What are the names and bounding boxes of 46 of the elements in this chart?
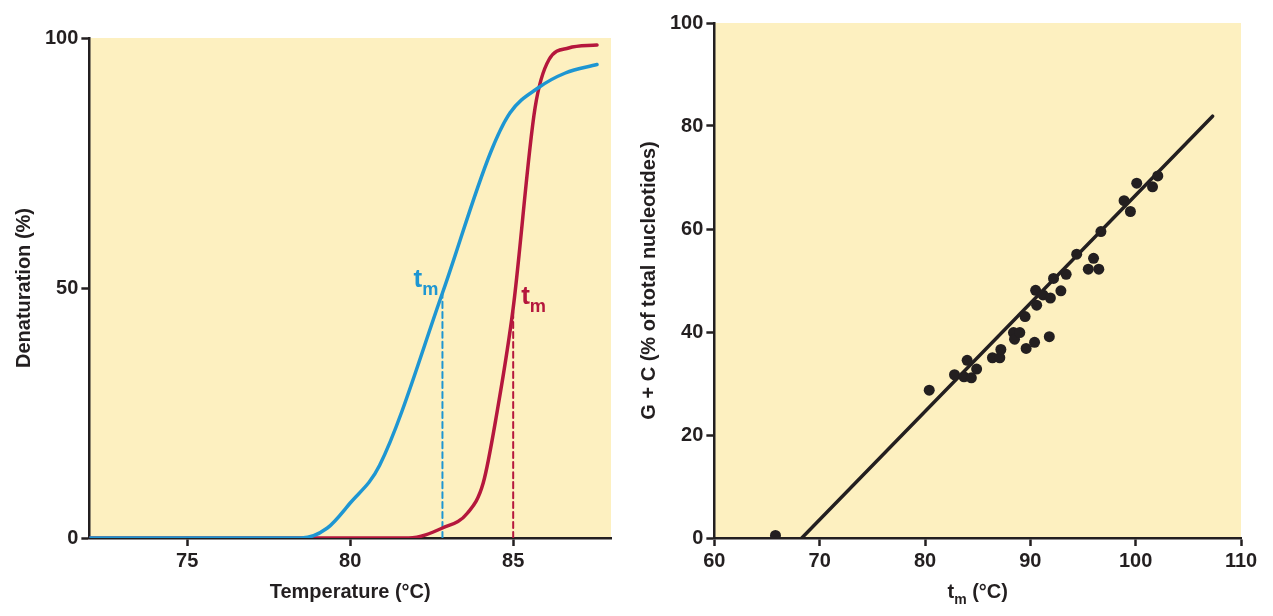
x-tick-label: 75 bbox=[176, 548, 199, 571]
x-axis-title: Temperature (°C) bbox=[269, 580, 431, 602]
y-tick-label: 0 bbox=[692, 525, 704, 548]
point bbox=[1088, 252, 1100, 264]
x-tick-label: 85 bbox=[502, 548, 525, 571]
y-tick-label: 20 bbox=[681, 422, 704, 445]
point bbox=[1020, 342, 1032, 354]
y-tick-label: 40 bbox=[681, 319, 704, 342]
x-tick-label: 80 bbox=[339, 548, 362, 571]
point bbox=[1152, 170, 1164, 182]
point bbox=[961, 354, 973, 366]
point bbox=[1060, 268, 1072, 280]
point bbox=[1048, 272, 1060, 284]
x-tick-label: 90 bbox=[1019, 548, 1042, 571]
point bbox=[971, 363, 983, 375]
x-tick-label: 110 bbox=[1224, 548, 1258, 571]
point bbox=[1147, 181, 1159, 193]
point bbox=[1124, 205, 1136, 217]
point bbox=[1031, 299, 1043, 311]
y-tick-label: 0 bbox=[67, 525, 79, 548]
x-tick-label: 80 bbox=[913, 548, 937, 571]
point bbox=[1093, 263, 1105, 275]
point bbox=[1131, 177, 1143, 189]
x-tick-label: 70 bbox=[808, 548, 831, 571]
x-tick-label: 100 bbox=[1118, 548, 1153, 571]
y-axis-title: Denaturation (%) bbox=[12, 208, 34, 368]
point bbox=[1055, 285, 1067, 297]
point bbox=[923, 384, 935, 396]
y-tick-label: 50 bbox=[56, 275, 79, 298]
point bbox=[1043, 331, 1055, 343]
point bbox=[1082, 263, 1094, 275]
y-tick-label: 100 bbox=[44, 25, 79, 48]
point bbox=[1030, 284, 1042, 296]
point bbox=[1019, 311, 1031, 323]
y-tick-label: 80 bbox=[681, 113, 704, 136]
point bbox=[1095, 226, 1107, 238]
point bbox=[1071, 248, 1083, 260]
point bbox=[769, 529, 781, 538]
point bbox=[1118, 195, 1130, 207]
point bbox=[1029, 336, 1041, 348]
y-axis-title: G + C (% of total nucleotides) bbox=[637, 141, 659, 420]
x-tick-label: 60 bbox=[703, 548, 726, 571]
y-tick-label: 100 bbox=[669, 10, 704, 33]
point bbox=[1044, 292, 1056, 304]
point bbox=[949, 369, 961, 381]
y-tick-label: 60 bbox=[681, 216, 704, 239]
